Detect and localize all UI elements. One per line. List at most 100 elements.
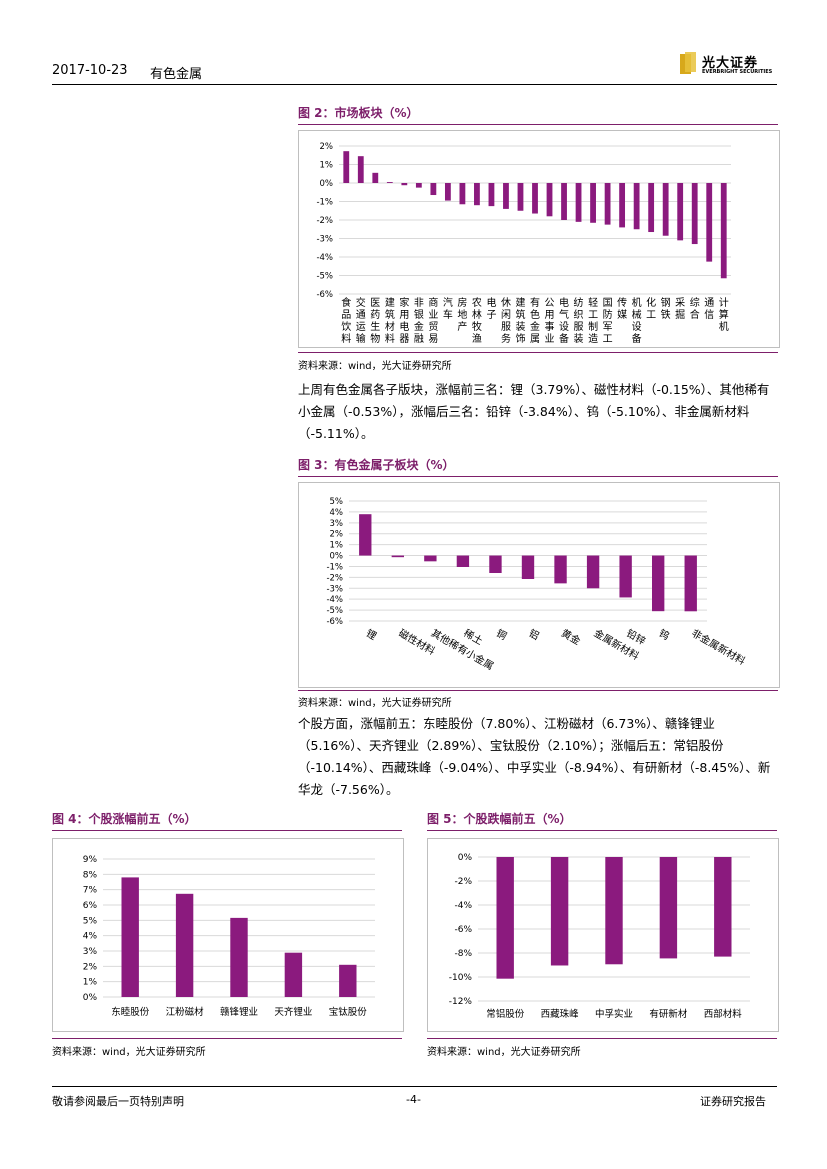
fig2-x-label: 料 [385, 332, 395, 345]
fig4-y-tick-label: 7% [83, 886, 98, 896]
fig2-y-tick-label: -6% [316, 290, 333, 300]
fig4-chart: 9% 8% 7% 6% 5% 4% 3% 2% 1% 0% 东睦股份 江粉磁材 赣锋锂业 天齐锂业 宝钛股份 [52, 838, 404, 1032]
fig3-x-label: 铜 [494, 627, 509, 642]
fig2-x-label: 筑 [385, 308, 395, 321]
fig2-x-label: 地 [457, 308, 467, 321]
company-logo: 光大证券 EVERBRIGHT SECURITIES [680, 52, 780, 78]
fig4-x-label: 江粉磁材 [166, 1006, 205, 1018]
fig3-x-label: 黄金 [559, 626, 583, 647]
fig4-x-label: 赣锋锂业 [220, 1006, 258, 1018]
fig3-y-tick-label: 2% [330, 530, 344, 540]
fig2-x-label: 装 [515, 320, 525, 333]
fig2-x-label: 金 [414, 320, 424, 333]
fig3-bar [489, 555, 502, 573]
fig3-bar [521, 555, 535, 579]
fig2-x-label: 轻 [588, 296, 598, 309]
fig2-x-label: 建 [385, 296, 395, 309]
fig4-bar [175, 893, 194, 997]
fig2-bar [517, 183, 524, 211]
fig4-x-label: 宝钛股份 [329, 1006, 368, 1018]
fig3-bar [391, 555, 405, 558]
fig4-y-tick-label: 6% [83, 901, 98, 911]
fig3-x-label: 钨 [657, 626, 672, 642]
fig2-x-label: 纺 [574, 296, 584, 309]
fig2-x-label: 饮 [341, 320, 351, 333]
fig2-y-tick-label: -4% [316, 253, 333, 263]
fig4-source: 资料来源：wind，光大证券研究所 [52, 1047, 206, 1058]
fig3-bar [619, 555, 632, 598]
fig2-x-label: 产 [457, 320, 467, 333]
fig2-bar [691, 183, 698, 245]
fig3-x-label: 其他稀有小金属 [429, 626, 496, 672]
fig4-y-tick-label: 0% [83, 993, 98, 1003]
fig2-bar [444, 183, 451, 201]
fig5-y-tick-label: -10% [449, 973, 473, 983]
fig3-y-tick-label: -2% [326, 573, 343, 583]
fig2-x-label: 药 [370, 309, 380, 321]
fig5-source: 资料来源：wind，光大证券研究所 [427, 1047, 581, 1058]
paragraph-stocks: 个股方面，涨幅前五：东睦股份（7.80%）、江粉磁材（6.73%）、赣锋锂业（5… [298, 716, 771, 797]
fig2-x-label: 工 [646, 310, 656, 321]
fig3-bar [684, 555, 697, 612]
fig2-x-label: 防 [603, 308, 613, 321]
fig2-x-label: 机 [719, 320, 729, 333]
fig2-bar [372, 172, 379, 183]
fig5-bar [496, 857, 514, 979]
paragraph-subsector: 上周有色金属各子版块，涨幅前三名：锂（3.79%）、磁性材料（-0.15%）、其… [298, 382, 770, 441]
fig5-bar [550, 857, 569, 966]
logo-text-cn: 光大证券 [702, 56, 759, 71]
fig2-x-label: 造 [588, 332, 598, 345]
fig2-x-label: 合 [690, 308, 700, 321]
fig2-bar [633, 183, 640, 230]
fig2-title: 图 2：市场板块（%） [298, 106, 419, 120]
fig2-x-label: 商 [428, 296, 438, 309]
fig2-x-label: 筑 [515, 308, 525, 321]
fig2-title-rule [298, 124, 778, 125]
fig5-chart: 0% -2% -4% -6% -8% -10% -12% 常铝股份 西藏珠峰 中孚实业 有研新材 西部… [427, 838, 779, 1032]
fig2-x-label: 服 [501, 321, 511, 333]
fig3-x-label: 非金属新材料 [689, 626, 747, 667]
fig3-bar [359, 514, 372, 556]
fig2-x-label: 用 [399, 310, 409, 321]
fig2-bar [532, 183, 538, 214]
fig2-x-label: 汽 [443, 296, 453, 309]
fig2-x-label: 织 [574, 309, 584, 321]
fig2-y-tick-label: -5% [316, 272, 333, 282]
fig3-source: 资料来源：wind，光大证券研究所 [298, 698, 452, 709]
fig2-bar [706, 183, 713, 262]
fig2-bar [459, 183, 466, 205]
fig5-y-tick-label: 0% [458, 853, 473, 863]
fig2-bar [488, 183, 495, 207]
fig2-x-label: 服 [574, 321, 584, 333]
fig2-bar [546, 183, 553, 217]
fig4-bar [230, 917, 248, 997]
footer-disclaimer: 敬请参阅最后一页特别声明 [52, 1095, 184, 1108]
fig2-x-label: 贸 [428, 321, 438, 333]
fig2-x-label: 制 [588, 320, 598, 333]
fig3-title: 图 3：有色金属子板块（%） [298, 458, 455, 472]
fig2-bar [619, 183, 626, 228]
fig3-bar [456, 555, 470, 567]
fig3-y-tick-label: 1% [330, 541, 344, 551]
fig2-x-label: 械 [632, 308, 642, 321]
fig3-y-tick-label: -5% [326, 606, 343, 616]
fig3-x-label: 铝 [527, 627, 542, 642]
fig2-bar [677, 183, 684, 241]
fig3-x-label: 锂 [364, 627, 379, 642]
fig2-x-label: 掘 [675, 308, 685, 321]
footer-divider [52, 1086, 777, 1087]
fig2-x-label: 车 [443, 308, 453, 321]
fig4-bar [284, 952, 303, 997]
fig5-x-label: 有研新材 [649, 1008, 688, 1020]
fig2-chart: 2% 1% 0% -1% -2% -3% -4% -5% -6% 食品饮料交通运输医药生物建筑材料… [298, 130, 780, 348]
fig2-bar [604, 183, 611, 225]
fig2-x-label: 食 [341, 296, 351, 309]
fig2-bar [343, 151, 350, 183]
fig5-y-tick-label: -2% [454, 877, 472, 887]
fig5-chart-svg: 0% -2% -4% -6% -8% -10% -12% 常铝股份 西藏珠峰 中孚实业 有研新材 西部… [449, 853, 750, 1020]
fig5-y-tick-label: -4% [454, 901, 472, 911]
fig2-x-label: 器 [399, 333, 409, 345]
fig3-chart: 5% 4% 3% 2% 1% 0% -1% -2% -3% -4% -5% -6% 锂 磁性材料 其他稀有小… [298, 482, 780, 688]
fig2-x-label: 通 [704, 297, 714, 309]
fig2-bar [561, 183, 567, 220]
